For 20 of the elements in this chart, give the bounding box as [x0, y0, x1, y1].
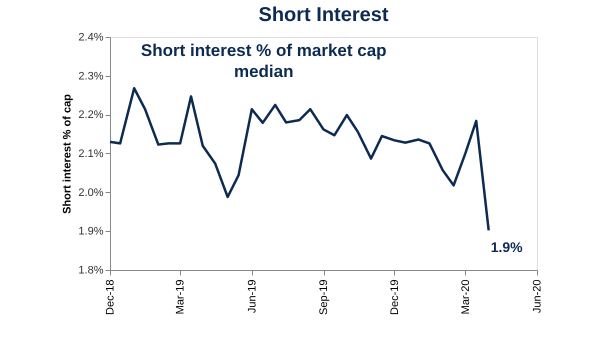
y-tick-label: 1.9%: [78, 226, 104, 238]
y-tick-label: 2.1%: [78, 148, 104, 160]
annotation: Short interest % of market cap: [140, 41, 387, 60]
y-tick-label: 1.8%: [78, 264, 104, 276]
line-series: [108, 87, 490, 232]
annotation: median: [234, 62, 294, 81]
x-tick-label: Dec-18: [104, 280, 116, 315]
y-tick-label: 2.3%: [78, 70, 104, 82]
annotation: 1.9%: [490, 239, 524, 256]
chart-title: Short Interest: [258, 4, 389, 26]
y-tick-label: 2.4%: [78, 32, 104, 44]
y-tick-label: 2.2%: [78, 109, 104, 122]
y-tick-label: 2.0%: [78, 186, 104, 199]
x-tick-label: Sep-19: [318, 280, 330, 315]
x-tick-label: Jun-19: [246, 280, 258, 314]
x-tick-label: Mar-19: [174, 280, 187, 314]
x-tick-label: Mar-20: [460, 280, 472, 314]
x-tick-label: Dec-19: [388, 280, 401, 315]
x-tick-label: Jun-20: [532, 280, 544, 314]
y-axis-title: Short interest % of cap: [61, 94, 74, 214]
